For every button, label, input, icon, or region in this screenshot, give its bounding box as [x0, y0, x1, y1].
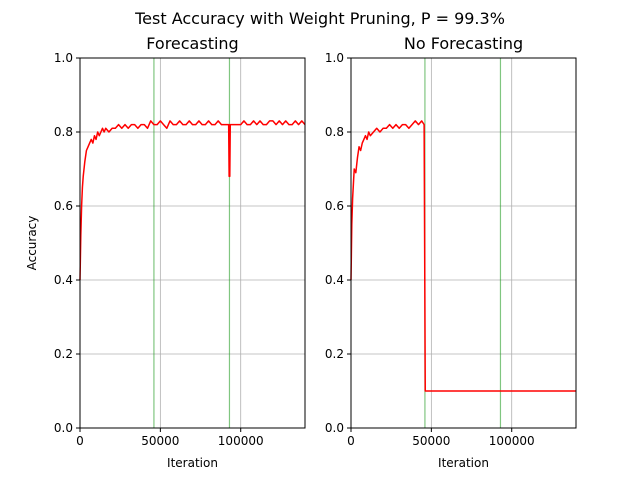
y-tick-label: 0.6	[325, 199, 344, 213]
y-tick-label: 1.0	[54, 51, 73, 65]
y-tick-label: 0.2	[54, 347, 73, 361]
subplot-title: Forecasting	[146, 34, 238, 53]
y-tick-label: 1.0	[325, 51, 344, 65]
accuracy-series-line	[350, 120, 576, 392]
x-axis-label: Iteration	[167, 456, 218, 470]
subplot-title: No Forecasting	[404, 34, 523, 53]
y-tick-label: 0.0	[325, 421, 344, 435]
y-tick-label: 0.8	[54, 125, 73, 139]
x-tick-label: 50000	[412, 434, 450, 448]
y-tick-label: 0.8	[325, 125, 344, 139]
accuracy-series-line	[79, 120, 306, 281]
x-tick-label: 0	[347, 434, 355, 448]
axes-frame	[350, 57, 577, 429]
subplot-1: 0.0 0.2 0.4 0.6 0.8 1.0 0 50000 100000 Forecastin…	[25, 34, 306, 470]
x-tick-label: 0	[76, 434, 84, 448]
y-tick-label: 0.4	[54, 273, 73, 287]
x-tick-label: 100000	[489, 434, 535, 448]
y-tick-label: 0.0	[54, 421, 73, 435]
x-tick-label: 50000	[141, 434, 179, 448]
y-axis-label: Accuracy	[25, 216, 39, 271]
figure-suptitle: Test Accuracy with Weight Pruning, P = 9…	[134, 9, 505, 28]
subplot-2: 0.0 0.2 0.4 0.6 0.8 1.0 0 50000 100000 No Forecas…	[325, 34, 577, 470]
y-tick-label: 0.4	[325, 273, 344, 287]
y-tick-label: 0.2	[325, 347, 344, 361]
y-tick-label: 0.6	[54, 199, 73, 213]
x-axis-label: Iteration	[438, 456, 489, 470]
axes-frame	[79, 57, 306, 429]
x-tick-label: 100000	[218, 434, 264, 448]
